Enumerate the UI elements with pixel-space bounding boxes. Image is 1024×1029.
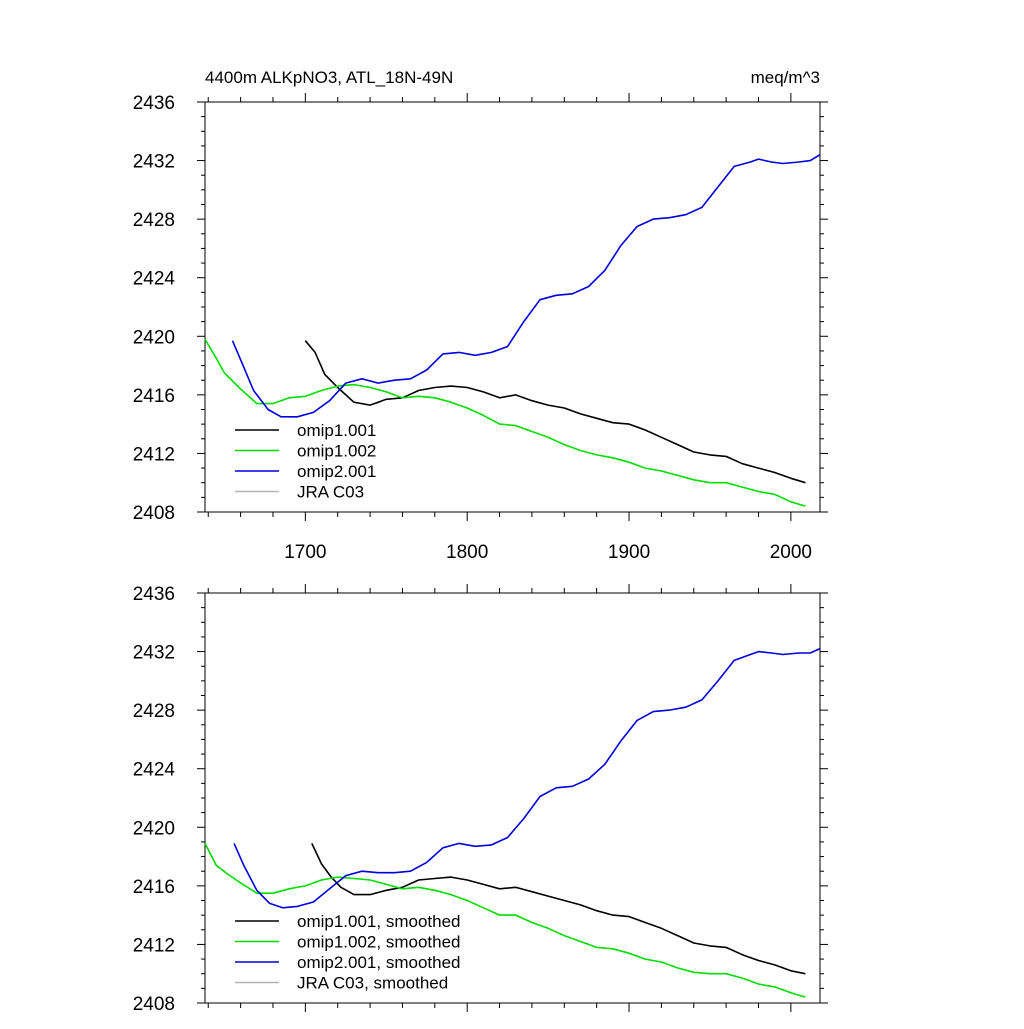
x-tick-label: 1700 (284, 542, 326, 563)
y-tick-label: 2424 (133, 760, 176, 781)
series-line-omip1-001 (304, 340, 806, 484)
legend-label: omip1.002 (297, 442, 376, 461)
y-tick-label: 2424 (133, 269, 176, 290)
y-tick-label: 2436 (133, 93, 175, 114)
series-line-omip2-001-smoothed (233, 647, 821, 909)
y-tick-label: 2412 (133, 444, 175, 465)
y-tick-label: 2428 (133, 701, 175, 722)
series-line-omip2-001 (231, 154, 821, 418)
y-tick-label: 2420 (133, 327, 175, 348)
x-tick-label: 1900 (608, 542, 650, 563)
series-line-omip1-001-smoothed (311, 843, 806, 975)
panel-top: 2408 2412 2416 2420 2424 2428 2432 2436 1700 1800… (133, 93, 828, 563)
y-tick-label: 2412 (133, 935, 175, 956)
legend-label: JRA C03 (297, 483, 364, 502)
legend-label: omip2.001 (297, 462, 376, 481)
y-tick-label: 2416 (133, 877, 175, 898)
legend-label: JRA C03, smoothed (297, 974, 448, 993)
y-tick-label: 2436 (133, 584, 175, 605)
legend-label: omip1.001, smoothed (297, 912, 461, 931)
chart-title-left: 4400m ALKpNO3, ATL_18N-49N (205, 68, 453, 87)
legend-label: omip2.001, smoothed (297, 953, 461, 972)
y-tick-label: 2408 (133, 994, 175, 1015)
y-tick-label: 2416 (133, 386, 175, 407)
x-tick-label: 1800 (446, 542, 488, 563)
y-tick-label: 2420 (133, 818, 175, 839)
chart-units-label: meq/m^3 (751, 68, 820, 87)
panel-bottom: 2408 2412 2416 2420 2424 2428 2432 2436 omip1.00… (133, 584, 828, 1015)
legend-label: omip1.002, smoothed (297, 933, 461, 952)
y-tick-label: 2428 (133, 210, 175, 231)
series-line-omip1-002-smoothed (204, 843, 806, 998)
series-line-omip1-002 (204, 338, 806, 507)
x-tick-label: 2000 (770, 542, 812, 563)
y-tick-label: 2432 (133, 152, 175, 173)
legend-label: omip1.001 (297, 421, 376, 440)
y-tick-label: 2432 (133, 643, 175, 664)
y-tick-label: 2408 (133, 503, 175, 524)
